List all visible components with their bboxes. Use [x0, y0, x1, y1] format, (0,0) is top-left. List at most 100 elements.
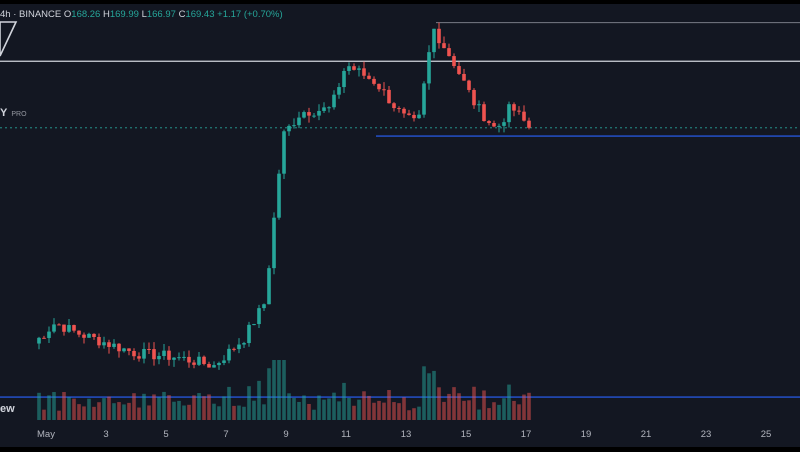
candle-body — [157, 355, 161, 360]
volume-bar — [72, 398, 76, 420]
candle-body — [302, 112, 306, 118]
time-axis-label: 21 — [641, 429, 652, 440]
volume-bar — [492, 402, 496, 420]
candle-body — [332, 94, 336, 108]
candle-body — [442, 43, 446, 49]
candle-body — [482, 104, 486, 122]
candle-body — [102, 342, 106, 346]
volume-bar — [112, 403, 116, 420]
candle-body — [522, 111, 526, 121]
volume-bar — [237, 405, 241, 420]
candle-body — [117, 343, 121, 352]
volume-bar — [457, 393, 461, 420]
volume-bar — [127, 402, 131, 420]
volume-bar — [92, 406, 96, 420]
change-value: +1.17 (+0.70%) — [217, 9, 283, 20]
volume-bar — [217, 406, 221, 420]
volume-bars — [37, 360, 531, 420]
candle-body — [172, 357, 176, 360]
volume-bar — [307, 403, 311, 420]
candle-body — [437, 28, 441, 44]
candle-body — [152, 349, 156, 360]
volume-bar — [337, 401, 341, 420]
volume-bar — [482, 390, 486, 420]
candle-body — [357, 68, 361, 70]
open-value: 168.26 — [71, 9, 101, 20]
candle-body — [362, 68, 366, 76]
candle-body — [162, 350, 166, 356]
candle-body — [217, 362, 221, 366]
volume-bar — [97, 402, 101, 420]
candle-body — [282, 131, 286, 174]
low-label: L — [141, 9, 147, 20]
candle-body — [467, 80, 471, 90]
volume-bar — [497, 404, 501, 420]
open-label: O — [63, 9, 72, 20]
candle-body — [122, 348, 126, 352]
volume-bar — [117, 402, 121, 420]
volume-bar — [487, 408, 491, 420]
volume-bar — [417, 406, 421, 420]
volume-bar — [52, 392, 56, 420]
volume-bar — [242, 406, 246, 420]
volume-bar — [512, 400, 516, 420]
candle-body — [92, 333, 96, 338]
time-axis-label: 3 — [103, 429, 108, 440]
candles — [37, 22, 531, 370]
volume-bar — [367, 395, 371, 420]
volume-bar — [47, 395, 51, 420]
volume-bar — [357, 399, 361, 420]
candle-body — [262, 304, 266, 309]
candle-body — [527, 120, 531, 128]
candle-body — [367, 75, 371, 79]
candle-body — [472, 89, 476, 106]
volume-bar — [447, 393, 451, 420]
volume-bar — [442, 401, 446, 420]
candle-body — [212, 365, 216, 368]
volume-bar — [287, 393, 291, 420]
volume-bar — [342, 382, 346, 420]
candle-body — [297, 117, 301, 126]
volume-bar — [182, 405, 186, 420]
candle-body — [132, 350, 136, 357]
volume-bar — [347, 397, 351, 420]
candle-body — [492, 123, 496, 127]
candle-body — [267, 268, 271, 305]
candle-body — [87, 333, 91, 338]
candle-body — [97, 337, 101, 346]
candle-body — [257, 308, 261, 325]
candle-body — [52, 324, 56, 332]
volume-bar — [67, 397, 71, 420]
candle-body — [342, 70, 346, 88]
volume-bar — [432, 370, 436, 420]
volume-bar — [62, 392, 66, 420]
candle-body — [207, 363, 211, 368]
candle-body — [187, 356, 191, 363]
volume-bar — [37, 392, 41, 420]
candle-body — [402, 108, 406, 114]
volume-bar — [202, 396, 206, 420]
volume-bar — [272, 360, 276, 420]
volume-bar — [372, 402, 376, 420]
candle-body — [82, 334, 86, 338]
time-axis-label: 19 — [581, 429, 592, 440]
candle-body — [242, 343, 246, 345]
candle-body — [377, 83, 381, 90]
volume-bar — [142, 393, 146, 420]
volume-bar — [177, 400, 181, 420]
time-axis-ticks: May 3 5 7 9 11 13 15 17 19 21 23 25 — [37, 429, 771, 440]
candle-body — [237, 344, 241, 350]
candle-body — [42, 337, 46, 339]
volume-bar — [377, 400, 381, 420]
volume-bar — [197, 393, 201, 420]
candle-body — [347, 66, 351, 71]
volume-bar — [132, 393, 136, 420]
volume-bar — [57, 410, 61, 420]
volume-bar — [257, 380, 261, 420]
time-axis-label: May — [37, 429, 55, 440]
volume-bar — [82, 406, 86, 420]
volume-bar — [137, 407, 141, 420]
candle-body — [317, 110, 321, 116]
candle-body — [387, 89, 391, 104]
